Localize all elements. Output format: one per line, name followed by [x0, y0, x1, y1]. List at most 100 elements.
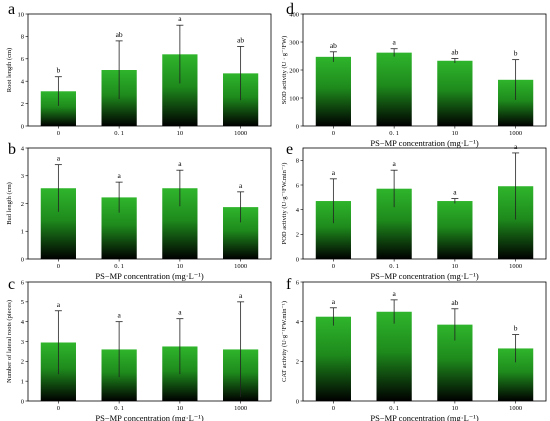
- panel-c: a 0 a 0. 1 a 10 a 1000 0 1 2 3 4 5 6 Number of lateral …: [6, 276, 272, 421]
- significance-label: b: [57, 66, 61, 75]
- panel-e: a 0 a 0. 1 a 10 a 1000 0 2 4 6 8 POD activity (U·g⁻¹F…: [281, 141, 547, 281]
- panel-letter: c: [8, 276, 15, 293]
- significance-label: ab: [451, 48, 458, 57]
- y-tick-label: 100: [289, 95, 299, 102]
- x-axis-label: PS−MP concentration (mg·L⁻¹): [95, 413, 203, 421]
- panel-d: ab 0 a 0. 1 ab 10 b 1000 0 100 200 300 400 SOD activi…: [281, 1, 547, 148]
- x-tick-label: 1000: [509, 263, 522, 270]
- bar: [315, 316, 351, 401]
- plot-frame: [302, 281, 547, 402]
- y-tick-label: 5: [21, 299, 24, 306]
- plot-frame: [302, 147, 547, 260]
- x-tick-label: 0. 1: [114, 130, 124, 137]
- x-tick-label: 0. 1: [114, 263, 124, 270]
- y-tick-label: 3: [21, 339, 24, 346]
- significance-label: a: [239, 181, 243, 190]
- bar: [376, 52, 412, 126]
- significance-label: a: [178, 14, 182, 23]
- bar: [437, 201, 473, 259]
- plot-frame: [27, 13, 272, 127]
- y-tick-label: 2: [21, 101, 24, 108]
- significance-label: ab: [330, 41, 337, 50]
- x-tick-label: 10: [452, 263, 459, 270]
- x-tick-label: 10: [177, 405, 184, 412]
- significance-label: ab: [237, 35, 244, 44]
- x-tick-label: 0. 1: [389, 405, 399, 412]
- y-tick-label: 200: [289, 67, 299, 74]
- significance-label: a: [514, 142, 518, 151]
- x-tick-label: 10: [177, 130, 184, 137]
- panel-letter: f: [286, 276, 292, 293]
- x-tick-label: 10: [177, 263, 184, 270]
- bar: [437, 60, 473, 127]
- significance-label: a: [332, 168, 336, 177]
- significance-label: a: [392, 38, 396, 47]
- panel-letter: d: [286, 1, 294, 18]
- y-tick-label: 8: [21, 34, 24, 41]
- y-tick-label: 0: [21, 256, 24, 263]
- bar: [315, 56, 351, 127]
- x-tick-label: 1000: [234, 263, 247, 270]
- significance-label: a: [178, 159, 182, 168]
- significance-label: a: [239, 291, 243, 300]
- y-tick-label: 0: [296, 256, 299, 263]
- x-tick-label: 0: [57, 263, 60, 270]
- panel-letter: b: [8, 141, 16, 158]
- y-tick-label: 10: [18, 11, 25, 18]
- y-tick-label: 4: [296, 319, 300, 326]
- significance-label: a: [117, 311, 121, 320]
- y-tick-label: 4: [21, 319, 25, 326]
- significance-label: b: [514, 324, 518, 333]
- y-tick-label: 2: [296, 232, 299, 239]
- significance-label: a: [57, 300, 61, 309]
- x-tick-label: 10: [452, 130, 459, 137]
- y-tick-label: 0: [21, 123, 24, 130]
- significance-label: a: [178, 308, 182, 317]
- y-axis-label: Bud length (cm): [6, 182, 13, 225]
- y-tick-label: 2: [296, 359, 299, 366]
- x-tick-label: 0: [57, 405, 60, 412]
- y-axis-label: Root length (cm): [6, 48, 13, 92]
- y-tick-label: 6: [296, 182, 300, 189]
- x-axis-label: PS−MP concentration (mg·L⁻¹): [370, 138, 478, 148]
- y-axis-label: Number of lateral roots (pieces): [6, 300, 13, 383]
- y-tick-label: 4: [296, 207, 300, 214]
- x-tick-label: 1000: [234, 130, 247, 137]
- significance-label: b: [514, 49, 518, 58]
- y-tick-label: 300: [289, 39, 299, 46]
- x-tick-label: 0: [332, 405, 335, 412]
- y-tick-label: 2: [21, 201, 24, 208]
- x-tick-label: 0: [332, 263, 335, 270]
- panel-f: a 0 a 0. 1 ab 10 b 1000 0 2 4 6 CAT activity (U·g⁻¹F…: [281, 276, 547, 421]
- significance-label: a: [453, 188, 457, 197]
- y-tick-label: 6: [21, 56, 25, 63]
- y-tick-label: 1: [21, 378, 24, 385]
- significance-label: ab: [116, 30, 123, 39]
- x-axis-label: PS−MP concentration (mg·L⁻¹): [95, 271, 203, 281]
- y-tick-label: 6: [296, 279, 300, 286]
- y-axis-label: SOD activity (U · g⁻¹FW): [281, 36, 288, 105]
- x-tick-label: 10: [452, 405, 459, 412]
- y-tick-label: 2: [21, 359, 24, 366]
- significance-label: ab: [451, 298, 458, 307]
- y-tick-label: 6: [21, 279, 25, 286]
- y-axis-label: POD activity (U·g⁻¹FW.min⁻¹): [281, 163, 288, 245]
- panel-b: a 0 a 0. 1 a 10 a 1000 0 1 2 3 4 Bud length (cm) PS−MP…: [6, 141, 272, 281]
- significance-label: a: [117, 171, 121, 180]
- x-axis-label: PS−MP concentration (mg·L⁻¹): [370, 271, 478, 281]
- y-tick-label: 4: [21, 145, 25, 152]
- significance-label: a: [332, 297, 336, 306]
- x-tick-label: 0: [332, 130, 335, 137]
- significance-label: a: [57, 154, 61, 163]
- significance-label: a: [392, 159, 396, 168]
- x-tick-label: 0. 1: [389, 130, 399, 137]
- y-tick-label: 0: [296, 398, 299, 405]
- bar: [376, 311, 412, 401]
- y-tick-label: 4: [21, 79, 25, 86]
- panel-letter: e: [286, 141, 293, 158]
- y-tick-label: 1: [21, 229, 24, 236]
- x-tick-label: 1000: [234, 405, 247, 412]
- significance-label: a: [392, 289, 396, 298]
- x-tick-label: 0. 1: [114, 405, 124, 412]
